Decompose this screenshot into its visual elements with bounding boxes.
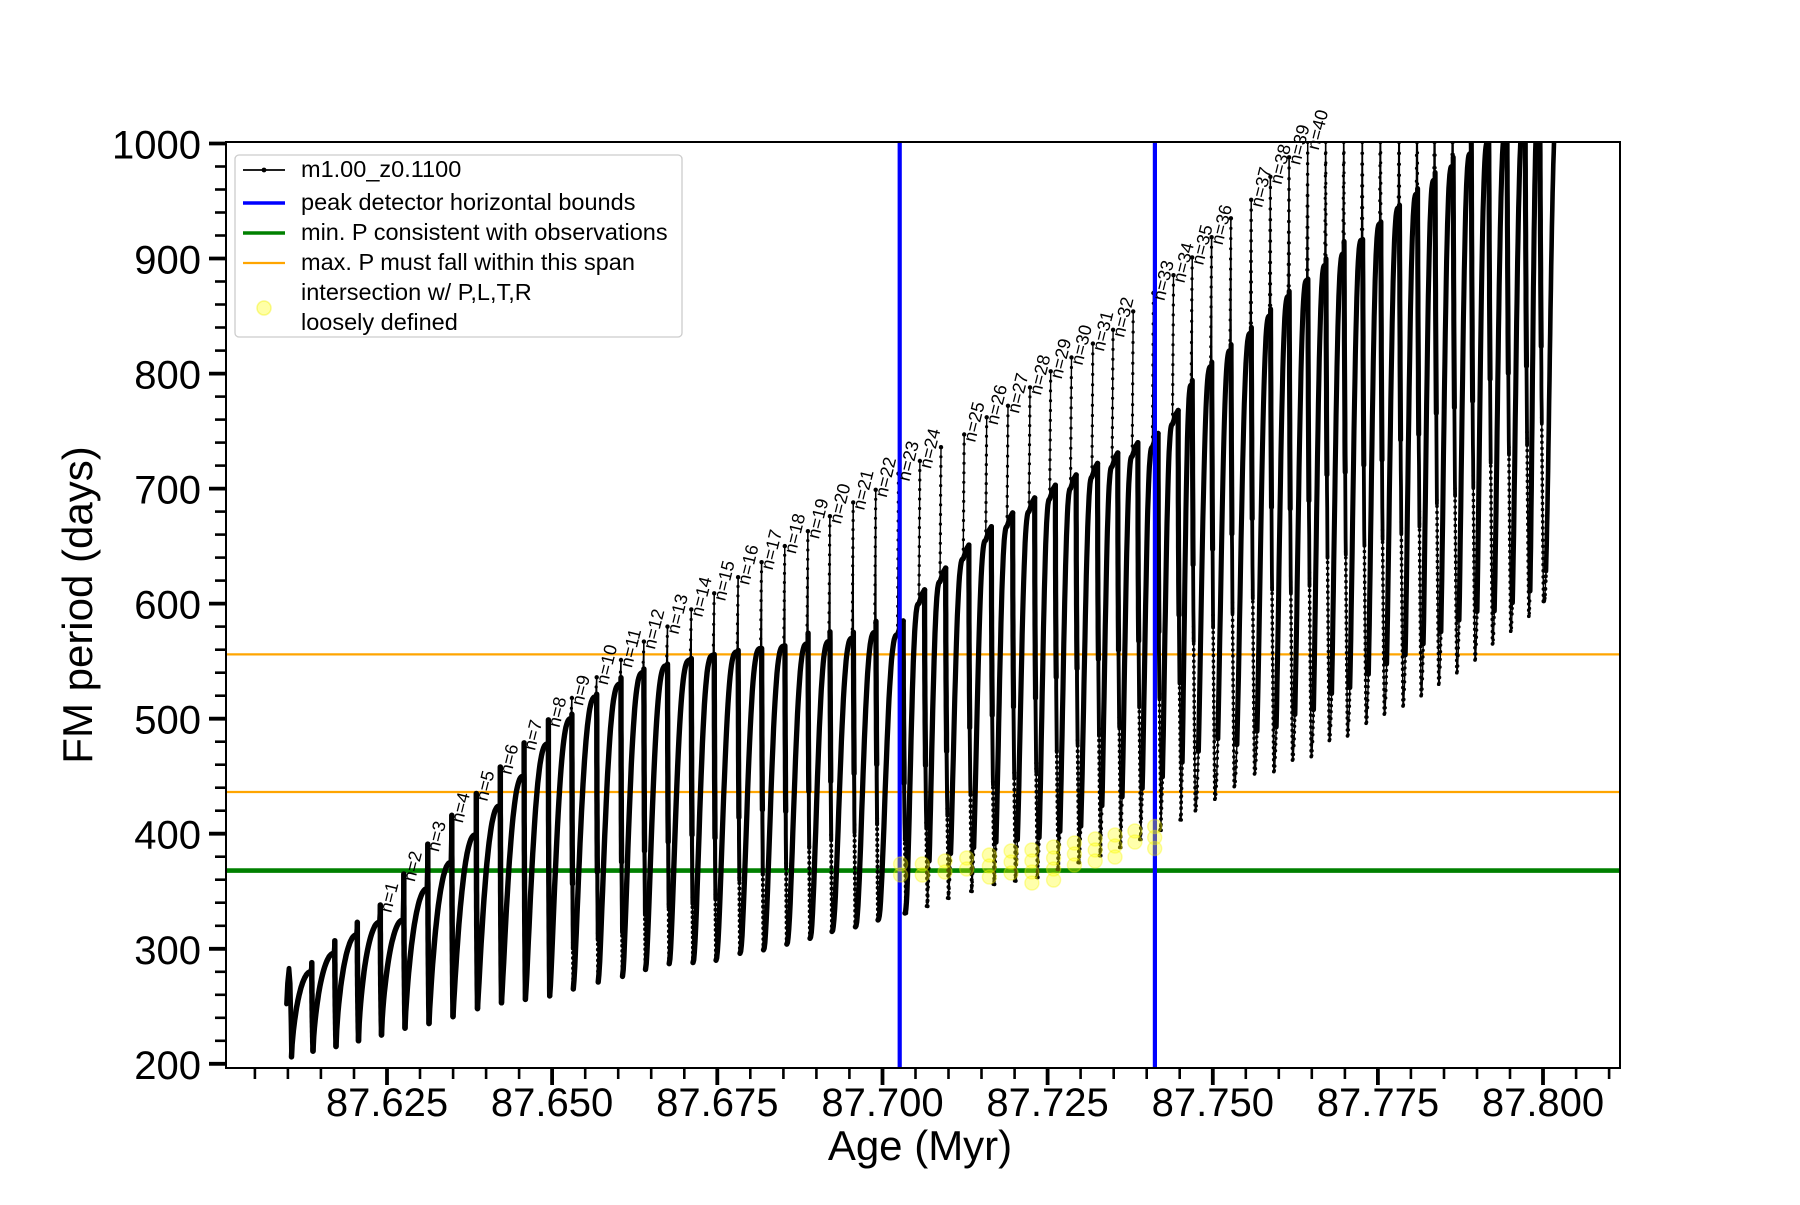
svg-text:min. P consistent with observa: min. P consistent with observations [301,219,668,245]
svg-text:1000: 1000 [112,124,201,168]
svg-text:loosely defined: loosely defined [301,309,458,335]
svg-text:87.625: 87.625 [326,1081,448,1125]
svg-text:intersection w/ P,L,T,R: intersection w/ P,L,T,R [301,279,532,305]
svg-text:700: 700 [134,469,201,513]
svg-text:400: 400 [134,814,201,858]
svg-text:87.675: 87.675 [656,1081,778,1125]
svg-text:87.750: 87.750 [1152,1081,1274,1125]
svg-text:600: 600 [134,584,201,628]
svg-text:max. P must fall within this s: max. P must fall within this span [301,249,635,275]
svg-text:200: 200 [134,1044,201,1088]
svg-text:87.800: 87.800 [1482,1081,1604,1125]
svg-text:87.725: 87.725 [986,1081,1108,1125]
svg-text:87.775: 87.775 [1317,1081,1439,1125]
svg-text:m1.00_z0.1100: m1.00_z0.1100 [301,156,461,182]
svg-text:87.700: 87.700 [821,1081,943,1125]
svg-text:FM period (days): FM period (days) [54,446,101,763]
svg-text:300: 300 [134,929,201,973]
svg-text:peak detector horizontal bound: peak detector horizontal bounds [301,189,635,215]
svg-text:800: 800 [134,354,201,398]
svg-text:87.650: 87.650 [491,1081,613,1125]
svg-text:500: 500 [134,699,201,743]
svg-text:Age (Myr): Age (Myr) [828,1122,1012,1169]
svg-text:900: 900 [134,239,201,283]
